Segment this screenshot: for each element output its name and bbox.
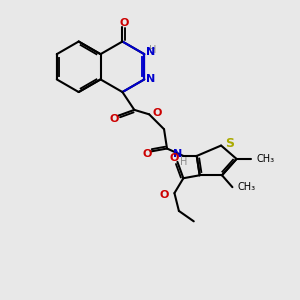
Text: H: H — [149, 45, 156, 55]
Text: O: O — [152, 108, 161, 118]
Text: N: N — [146, 47, 155, 57]
Text: O: O — [110, 114, 119, 124]
Text: O: O — [119, 18, 129, 28]
Text: O: O — [170, 153, 179, 163]
Text: O: O — [160, 190, 169, 200]
Text: N: N — [172, 149, 182, 160]
Text: N: N — [146, 74, 155, 84]
Text: O: O — [142, 149, 152, 160]
Text: CH₃: CH₃ — [257, 154, 275, 164]
Text: S: S — [225, 137, 234, 150]
Text: CH₃: CH₃ — [238, 182, 256, 192]
Text: H: H — [180, 157, 188, 167]
